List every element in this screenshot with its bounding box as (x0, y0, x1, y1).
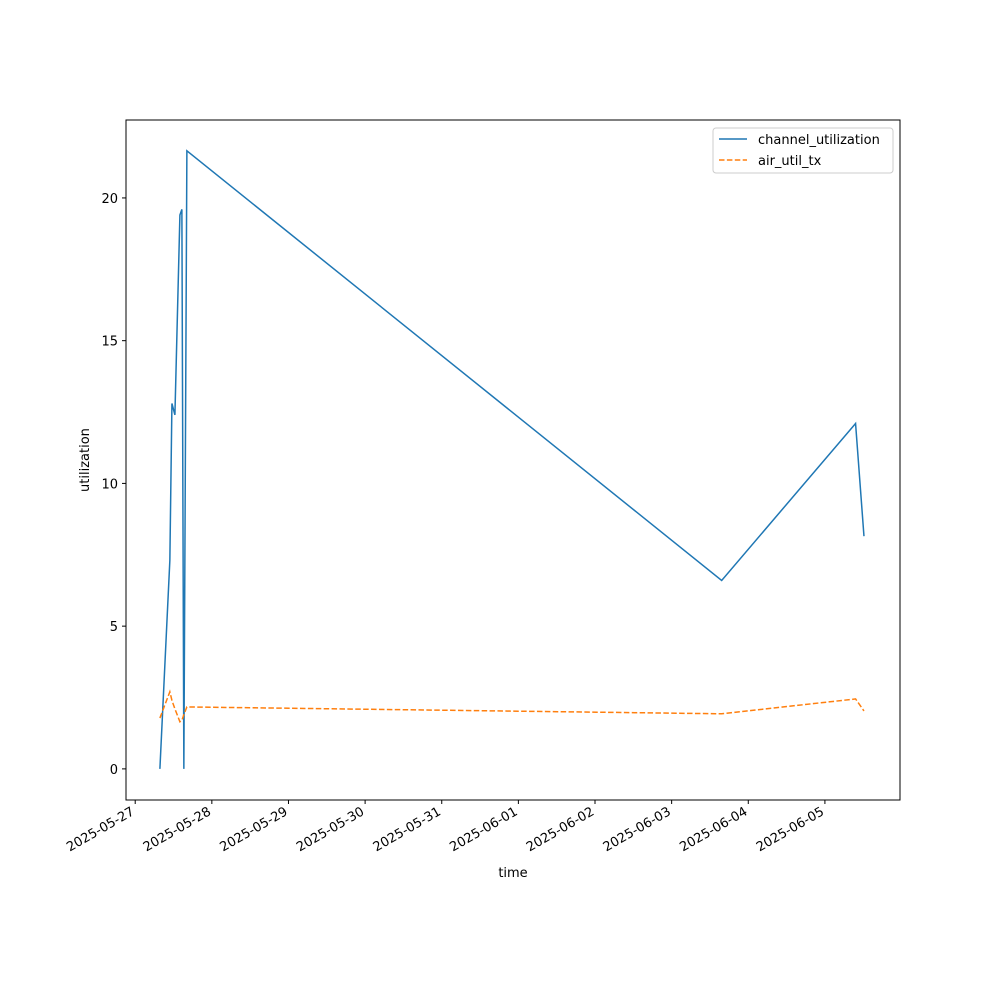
data-line (159, 149, 865, 769)
plot-frame (125, 119, 901, 801)
y-tick-label: 15 (101, 335, 118, 350)
x-tick-label: 2025-05-27 (64, 804, 137, 855)
y-tick-label: 0 (110, 763, 118, 778)
y-tick-label: 5 (110, 620, 118, 635)
y-tick-label: 20 (101, 192, 118, 207)
legend-box (712, 127, 894, 174)
x-tick-label: 2025-06-02 (524, 804, 597, 855)
x-tick-label: 2025-05-28 (141, 804, 214, 855)
x-tick-label: 2025-06-04 (677, 804, 750, 855)
y-axis-label: utilization (78, 428, 93, 492)
data-line (159, 689, 865, 723)
x-tick-label: 2025-05-31 (371, 804, 444, 855)
legend-label: air_util_tx (758, 154, 822, 169)
legend: channel_utilization air_util_tx (712, 127, 894, 174)
x-tick-label: 2025-06-03 (601, 804, 674, 855)
legend-label: channel_utilization (758, 133, 880, 148)
x-tick-label: 2025-05-30 (294, 804, 367, 855)
x-tick-label: 2025-05-29 (218, 804, 291, 855)
x-axis-label: time (498, 866, 527, 881)
y-tick-label: 10 (101, 477, 118, 492)
x-tick-label: 2025-06-05 (754, 804, 827, 855)
x-tick-label: 2025-06-01 (447, 804, 520, 855)
